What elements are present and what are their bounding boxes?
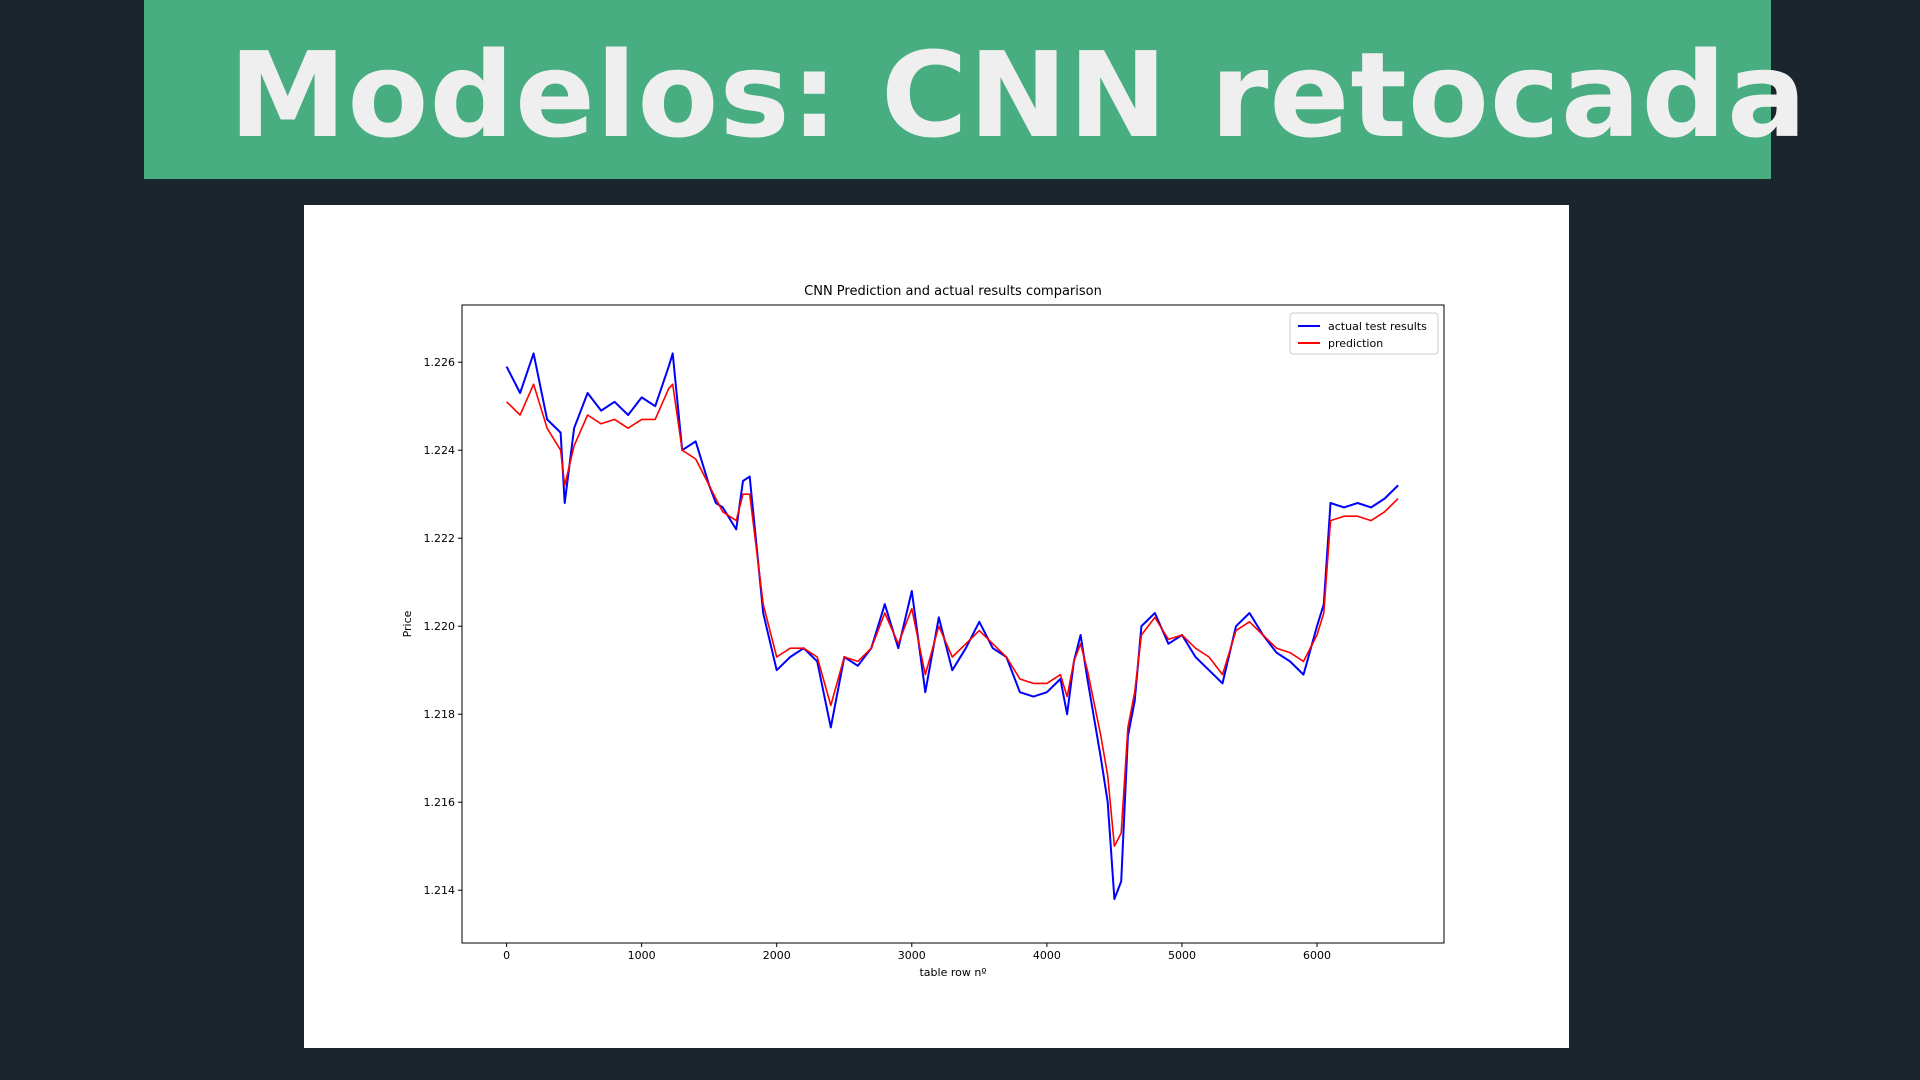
- line-chart: CNN Prediction and actual results compar…: [401, 284, 1445, 979]
- plot-area: [505, 352, 1399, 900]
- x-tick-label: 2000: [763, 949, 791, 962]
- slide-title: Modelos: CNN retocada: [229, 26, 1808, 164]
- x-axis: 0 1000 2000 3000 4000 5000 6000: [503, 943, 1331, 962]
- title-banner: Modelos: CNN retocada: [144, 0, 1807, 179]
- legend-label: actual test results: [1328, 320, 1427, 333]
- y-tick-label: 1.218: [424, 708, 456, 721]
- x-tick-label: 4000: [1033, 949, 1061, 962]
- chart-title: CNN Prediction and actual results compar…: [804, 284, 1102, 299]
- legend-label: prediction: [1328, 337, 1383, 350]
- y-tick-label: 1.226: [424, 356, 456, 369]
- y-tick-label: 1.222: [424, 532, 456, 545]
- x-tick-label: 1000: [628, 949, 656, 962]
- x-axis-label: table row nº: [919, 966, 986, 979]
- y-tick-label: 1.216: [424, 796, 456, 809]
- series-line-prediction: [506, 383, 1399, 848]
- x-tick-label: 3000: [898, 949, 926, 962]
- chart-legend: actual test results prediction: [1289, 312, 1439, 355]
- legend-box: [1289, 312, 1439, 355]
- y-axis: 1.214 1.216 1.218 1.220 1.222 1.224 1.226: [424, 356, 462, 897]
- y-tick-label: 1.220: [424, 620, 456, 633]
- y-tick-label: 1.214: [424, 884, 456, 897]
- y-tick-label: 1.224: [424, 444, 456, 457]
- x-tick-label: 5000: [1168, 949, 1196, 962]
- series-line-actual: [505, 352, 1399, 900]
- plot-frame: [461, 304, 1445, 944]
- chart-figure-panel: CNN Prediction and actual results compar…: [304, 205, 1569, 1048]
- x-tick-label: 6000: [1303, 949, 1331, 962]
- y-axis-label: Price: [401, 610, 414, 637]
- x-tick-label: 0: [503, 949, 510, 962]
